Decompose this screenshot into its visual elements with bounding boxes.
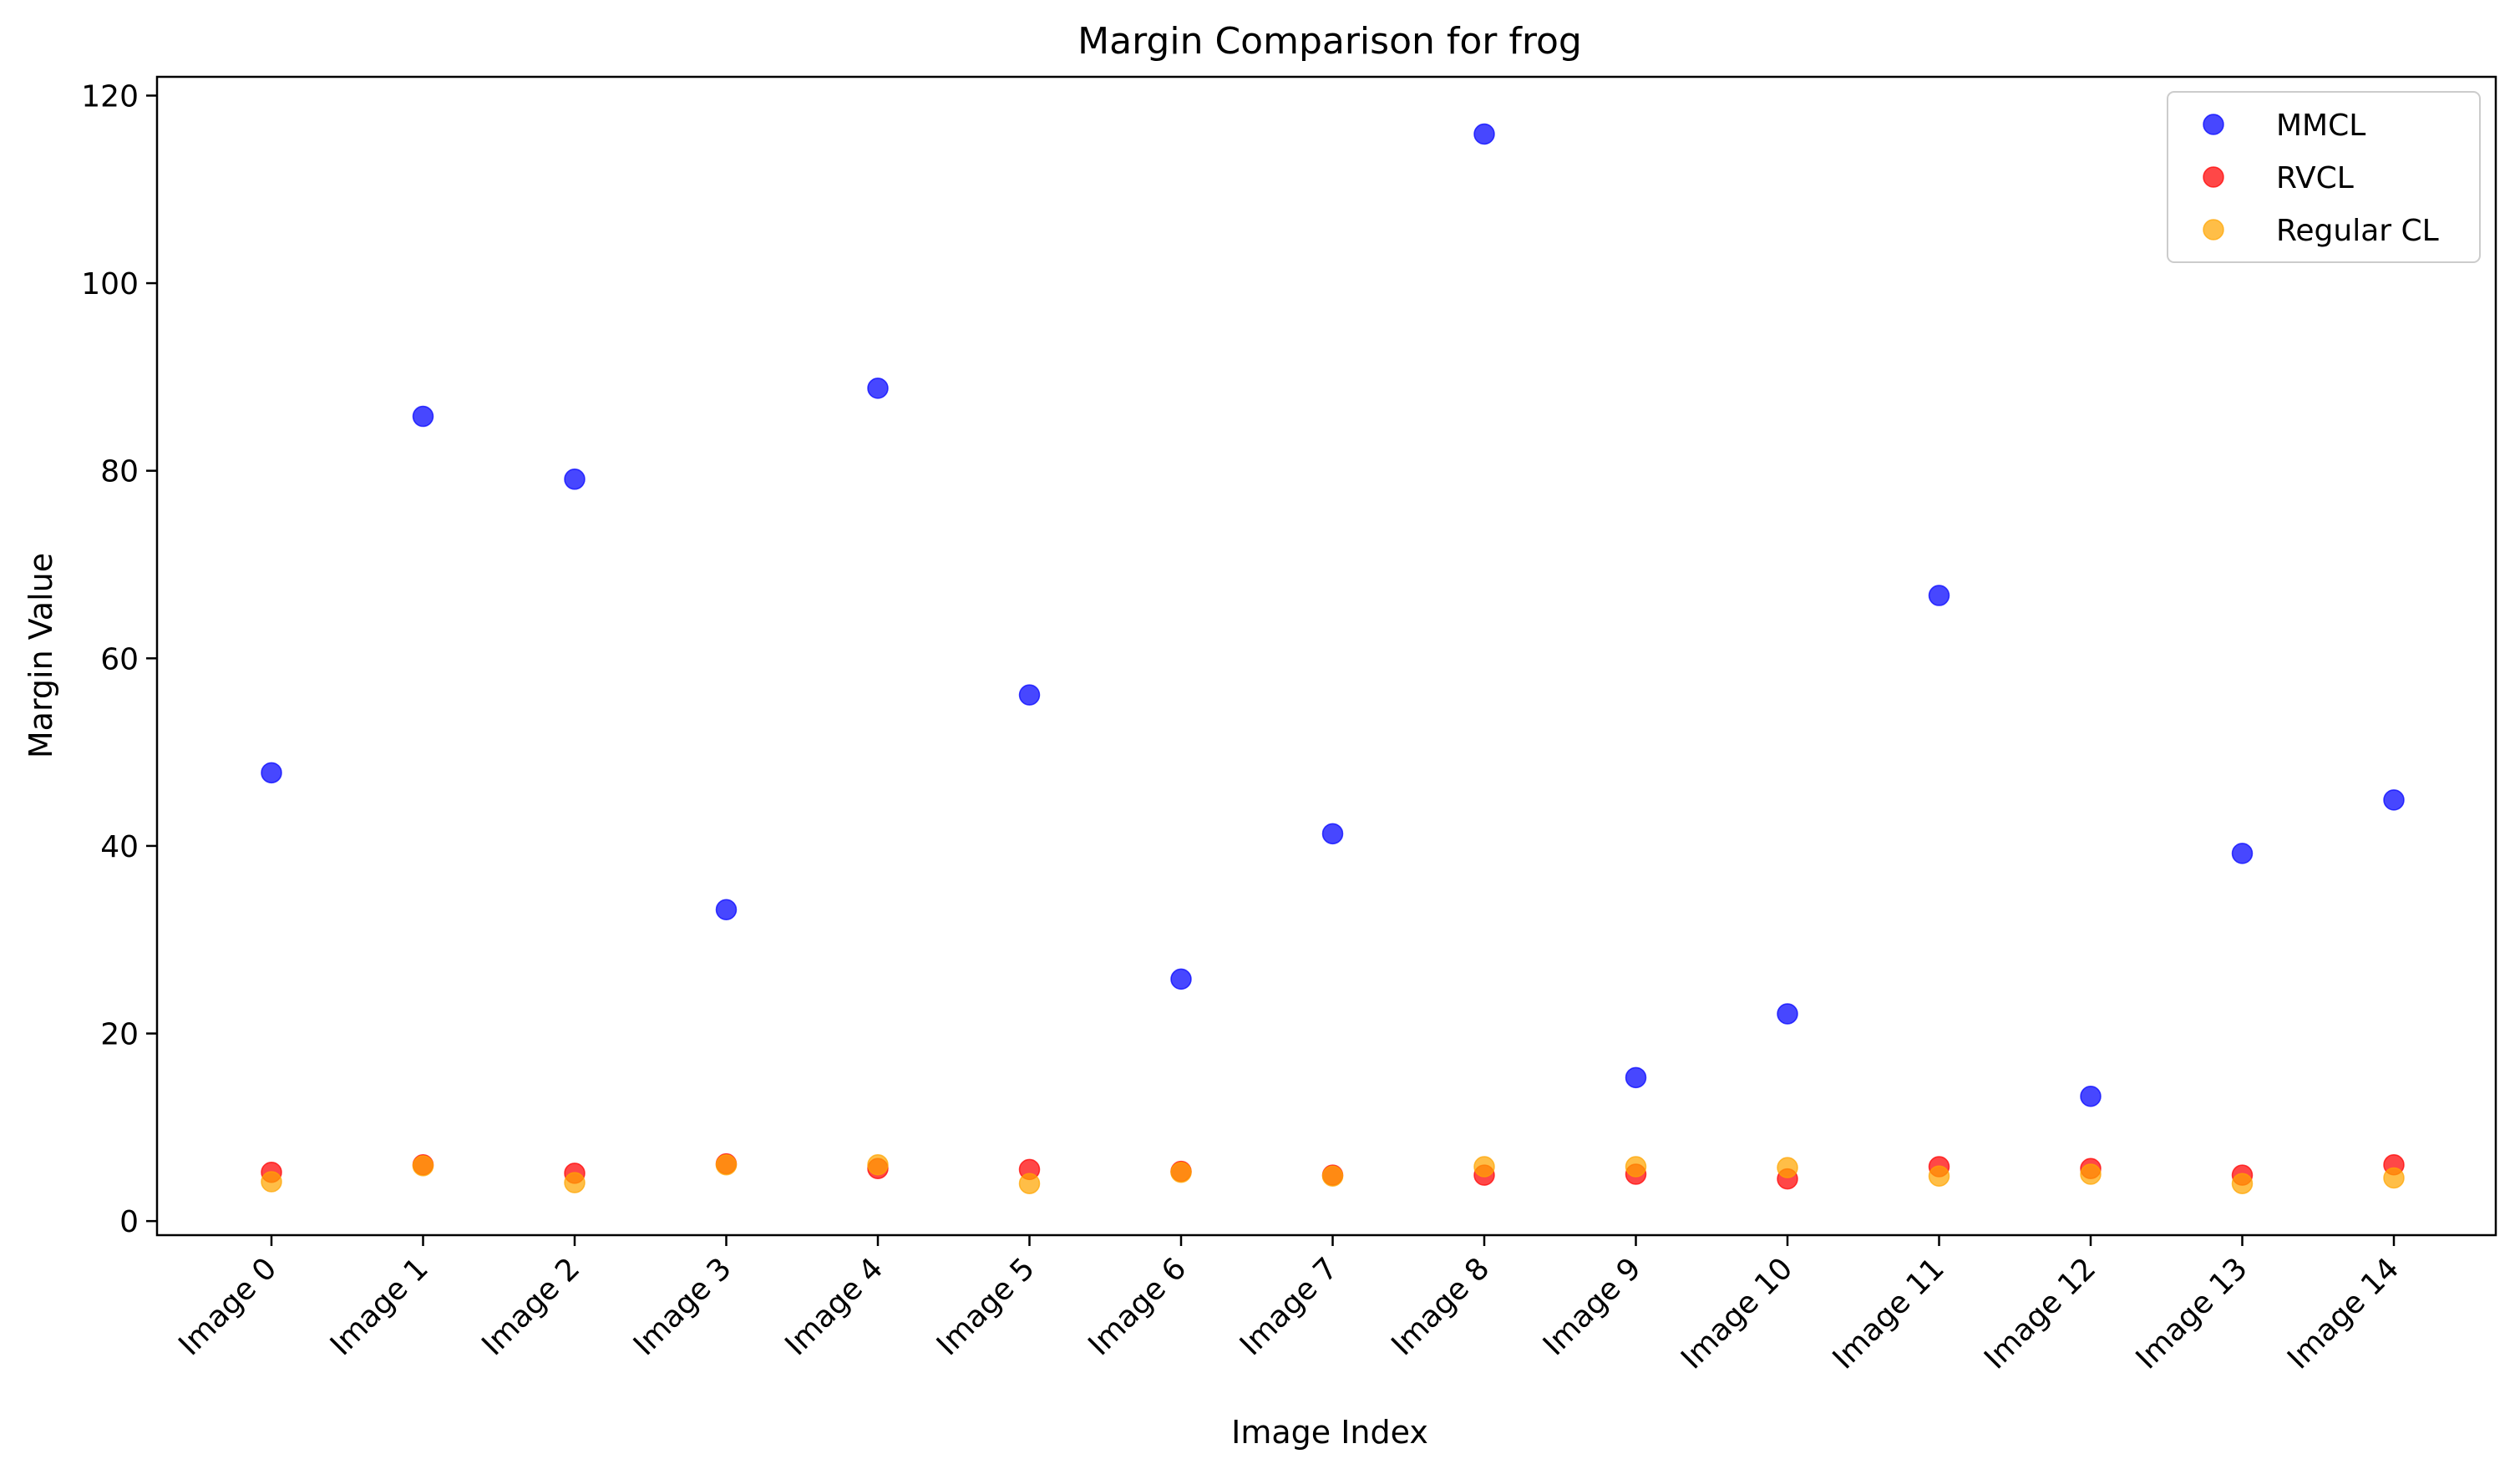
y-tick-label: 0 xyxy=(119,1205,139,1239)
legend-marker xyxy=(2203,219,2224,241)
x-tick-label: Image 10 xyxy=(1675,1251,1799,1375)
data-point xyxy=(1018,1173,1041,1194)
legend-label: MMCL xyxy=(2276,109,2365,143)
data-point xyxy=(1473,123,1495,145)
data-point xyxy=(1321,1165,1344,1187)
x-tick-label: Image 9 xyxy=(1537,1251,1648,1362)
x-tick-label: Image 8 xyxy=(1385,1251,1496,1362)
data-point xyxy=(1170,1162,1192,1183)
x-tick-label: Image 7 xyxy=(1234,1251,1345,1362)
data-point xyxy=(867,377,889,399)
x-tick-label: Image 5 xyxy=(930,1251,1042,1362)
data-point xyxy=(1625,1066,1647,1089)
x-tick-label: Image 2 xyxy=(475,1251,586,1362)
x-tick-label: Image 11 xyxy=(1827,1251,1951,1375)
data-point xyxy=(261,1171,282,1193)
y-tick-label: 40 xyxy=(100,830,139,864)
y-tick-label: 120 xyxy=(81,79,139,114)
data-point xyxy=(2080,1163,2102,1185)
x-tick-label: Image 3 xyxy=(627,1251,738,1362)
data-point xyxy=(412,1155,434,1177)
x-tick-label: Image 0 xyxy=(172,1251,283,1362)
data-point xyxy=(2383,1167,2405,1189)
legend-box xyxy=(2167,91,2481,263)
y-tick-label: 60 xyxy=(100,642,139,676)
data-point xyxy=(1928,585,1950,606)
data-point xyxy=(867,1154,889,1176)
x-tick-label: Image 12 xyxy=(1978,1251,2102,1375)
data-point xyxy=(2383,789,2405,811)
data-point xyxy=(564,1172,586,1193)
x-tick-label: Image 14 xyxy=(2281,1251,2406,1375)
data-point xyxy=(1777,1157,1798,1178)
legend-label: RVCL xyxy=(2276,161,2354,195)
x-tick-label: Image 13 xyxy=(2130,1251,2254,1375)
legend-label: Regular CL xyxy=(2276,214,2439,248)
x-axis: Image 0 Image 1 Image 2 Image 3 Image 4 Image… xyxy=(172,1235,2406,1376)
data-points xyxy=(261,123,2405,1194)
data-point xyxy=(261,762,282,784)
data-point xyxy=(1170,968,1192,990)
legend-marker xyxy=(2203,114,2224,135)
y-tick-label: 100 xyxy=(81,267,139,301)
legend: MMCL RVCL Regular CL xyxy=(2167,91,2481,263)
data-point xyxy=(412,405,434,428)
data-point xyxy=(2080,1086,2102,1107)
data-point xyxy=(564,469,586,490)
x-axis-title: Image Index xyxy=(1231,1414,1428,1451)
chart-title: Margin Comparison for frog xyxy=(1077,20,1582,63)
y-axis: 0 20 40 60 80 100 120 xyxy=(81,79,157,1239)
data-point xyxy=(1625,1156,1647,1178)
x-tick-label: Image 4 xyxy=(778,1251,890,1362)
y-tick-label: 80 xyxy=(100,455,139,489)
data-point xyxy=(1321,823,1344,845)
data-point xyxy=(1473,1156,1495,1178)
y-tick-label: 20 xyxy=(100,1018,139,1052)
legend-marker xyxy=(2203,166,2224,188)
x-tick-label: Image 6 xyxy=(1082,1251,1193,1362)
data-point xyxy=(2231,1173,2254,1194)
x-tick-label: Image 1 xyxy=(324,1251,435,1362)
y-axis-title: Margin Value xyxy=(23,553,59,758)
data-point xyxy=(1018,684,1041,706)
data-point xyxy=(1928,1165,1950,1187)
data-point xyxy=(715,1154,738,1176)
data-point xyxy=(2231,843,2254,864)
data-point xyxy=(715,899,738,921)
plot-area xyxy=(155,75,2497,1237)
data-point xyxy=(1777,1003,1798,1025)
